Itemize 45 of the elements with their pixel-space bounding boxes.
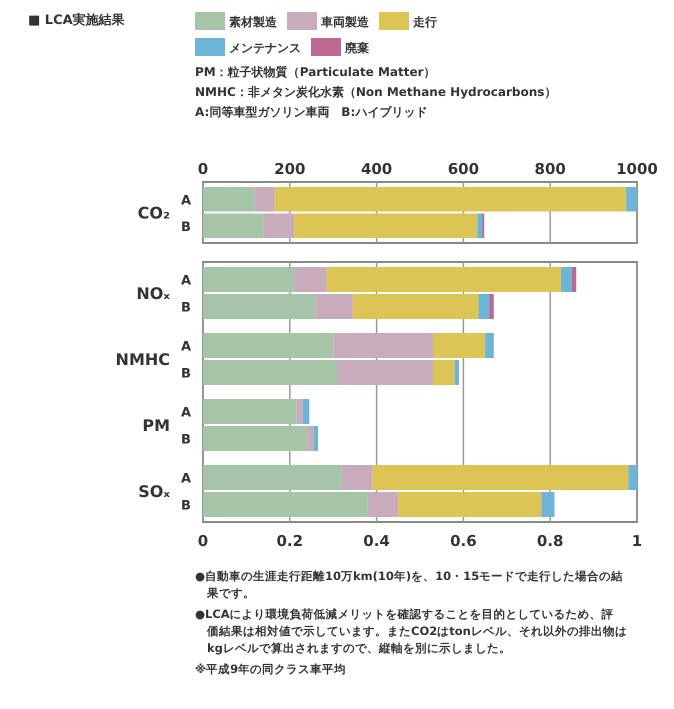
- legend-label: 走行: [412, 15, 437, 29]
- y-tick-label: B: [181, 432, 191, 448]
- x2-tick-label: 600: [448, 160, 480, 178]
- bar: [477, 214, 482, 238]
- bar: [203, 214, 264, 238]
- y-tick-label: A: [180, 193, 192, 208]
- x2-tick-label: 1000: [616, 160, 658, 178]
- legend-label: 廃棄: [344, 41, 369, 55]
- y-tick-label: B: [181, 220, 191, 235]
- legend-label: 車両製造: [320, 15, 370, 29]
- x-tick-label: 0: [198, 532, 208, 550]
- x-tick-label: 1: [632, 532, 642, 550]
- x-tick-label: 0.8: [536, 532, 564, 550]
- text: SOₓ: [138, 482, 170, 501]
- text: ■ LCA実施結果: [28, 12, 126, 28]
- x2-tick-label: 200: [274, 160, 306, 178]
- text: ※平成9年の同クラス車平均: [195, 662, 346, 676]
- x-tick-label: 0.4: [363, 532, 390, 550]
- y-tick-label: B: [181, 366, 191, 382]
- legend-label: 素材製造: [229, 15, 278, 29]
- y-tick-label: B: [181, 498, 191, 514]
- bar: [254, 187, 275, 212]
- bar: [203, 187, 255, 212]
- text: ●自動車の生涯走行距離10万km(10年)を、10・15モードで走行した場合の結果です。: [195, 569, 624, 600]
- y-tick-label: B: [181, 300, 191, 316]
- x-tick-label: 0.6: [450, 532, 477, 550]
- x-tick-label: 0.2: [276, 532, 304, 550]
- text: PM: [142, 416, 170, 435]
- bar: [264, 214, 294, 238]
- y-tick-label: A: [180, 340, 192, 354]
- x2-tick-label: 0: [198, 160, 208, 178]
- y-tick-label: A: [180, 274, 192, 288]
- bar: [274, 187, 626, 212]
- y-tick-label: A: [180, 406, 192, 420]
- chart-subtitle: PM：粒子状物質（Particulate Matter） NMHC：非メタン炭化水素（Non Methane Hydrocarbons） A:同等車型ガソリン車両 B:ハイブリッド: [195, 65, 556, 119]
- text: NMHC: [116, 350, 170, 369]
- text: ●LCAにより環境負荷低減メリットを確認することを目的としているため、評価結果は相対値で示しています。またCO2はtonレベル、それ以外の排出物はkgレベルで算出されますので、縦軸を別に示しました。: [195, 607, 627, 655]
- bar: [294, 214, 478, 238]
- text: NOₓ: [136, 284, 170, 303]
- legend-label: メンテナンス: [229, 41, 301, 55]
- y-tick-label: A: [180, 472, 192, 486]
- x2-tick-label: 400: [360, 160, 392, 178]
- text: CO₂: [138, 204, 170, 222]
- bar: [626, 187, 637, 212]
- x2-tick-label: 800: [534, 160, 566, 178]
